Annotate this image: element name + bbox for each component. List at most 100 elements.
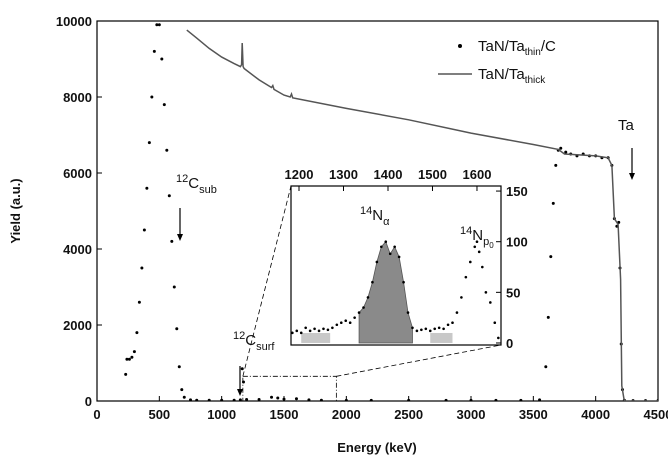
plot-layer [124,23,658,401]
x-tick-label: 2000 [332,407,361,422]
arrow-head [629,173,635,180]
data-point [137,300,141,304]
inset-point [299,331,303,335]
x-tick-label: 3500 [519,407,548,422]
y-tick-label: 4000 [63,242,92,257]
data-point [145,186,149,190]
zoom-line [336,344,502,377]
annotation-sup: 12 [176,173,188,185]
inset-point [344,319,348,322]
data-point [549,255,553,259]
x-tick-label: 2500 [394,407,423,422]
data-point [240,367,244,371]
y-axis-label: Yield (a.u.) [8,178,23,243]
data-point [276,396,280,400]
data-point [127,357,131,361]
data-point [182,395,186,399]
data-point [135,331,139,335]
inset-point [455,311,459,314]
arrow-head [237,389,243,396]
annotation-sub: p [483,236,489,248]
inset-point [384,240,388,244]
inset-point [420,328,423,332]
inset-point [473,245,477,249]
inset-point [371,280,374,284]
data-point [140,266,144,270]
inset-point [424,327,428,331]
y-tick-label: 2000 [63,318,92,333]
data-point [177,365,181,369]
inset-point [313,327,316,331]
plot-frame [96,20,659,402]
inset-point [348,321,352,325]
y-tick-label: 10000 [56,14,92,29]
inset-point [481,265,484,269]
data-point [294,397,298,401]
data-point [124,372,128,376]
data-point [180,388,184,392]
data-point [282,397,286,401]
annotation: 14Nα [360,205,390,228]
annotation-base: N [472,227,483,244]
inset-point [464,275,468,279]
arrow-head [177,234,183,241]
data-point [407,398,411,401]
data-point [170,239,174,243]
inset-y-tick-label: 50 [506,285,520,300]
annotation: Ta [618,117,635,134]
annotation-base: N [372,207,383,224]
data-point [125,357,129,361]
legend-sub: thin [525,47,541,58]
inset-x-tick-label: 1500 [418,167,447,182]
y-tick-label: 8000 [63,90,92,105]
inset-point [366,296,370,299]
data-point [257,397,261,401]
inset-point [469,260,472,264]
data-point [554,163,558,167]
data-point [232,398,236,401]
data-point [172,285,176,289]
inset-point [415,329,419,333]
inset-point [475,240,479,244]
data-point [207,398,211,401]
inset-y-tick-label: 100 [506,235,528,250]
inset-point [446,323,450,327]
inset-point [428,329,432,333]
inset-point [291,331,294,335]
legend-label: TaN/Tathin/C [478,38,556,58]
data-point [130,355,134,359]
data-point [546,315,550,319]
data-point [319,398,323,401]
inset-point [353,316,356,319]
annotation-sup: 14 [460,225,472,237]
data-point [544,365,548,369]
annotation: 12Csub [176,173,217,196]
data-point [344,398,348,401]
annotation-sub: surf [256,341,275,353]
x-tick-label: 3000 [457,407,486,422]
inset-point [393,245,396,249]
annotation-sub: α [383,216,390,228]
zoom-box [242,375,337,402]
data-point [157,23,161,27]
x-tick-label: 1500 [270,407,299,422]
annotation-sup: 14 [360,205,372,217]
data-point [189,398,192,401]
x-tick-label: 1000 [207,407,236,422]
inset-point [295,329,299,333]
x-tick-label: 500 [148,407,170,422]
inset-point [388,252,392,256]
annotation-subsub: 0 [489,241,494,250]
x-tick-label: 0 [93,407,100,422]
x-tick-label: 4000 [581,407,610,422]
inset-point [433,327,437,331]
annotation-base: Ta [618,117,635,134]
data-point [238,398,242,401]
legend-name: TaN/Ta [478,38,525,55]
signal-area [358,240,413,344]
inset-point [437,326,441,330]
background-band [430,332,453,343]
data-point [155,23,159,27]
